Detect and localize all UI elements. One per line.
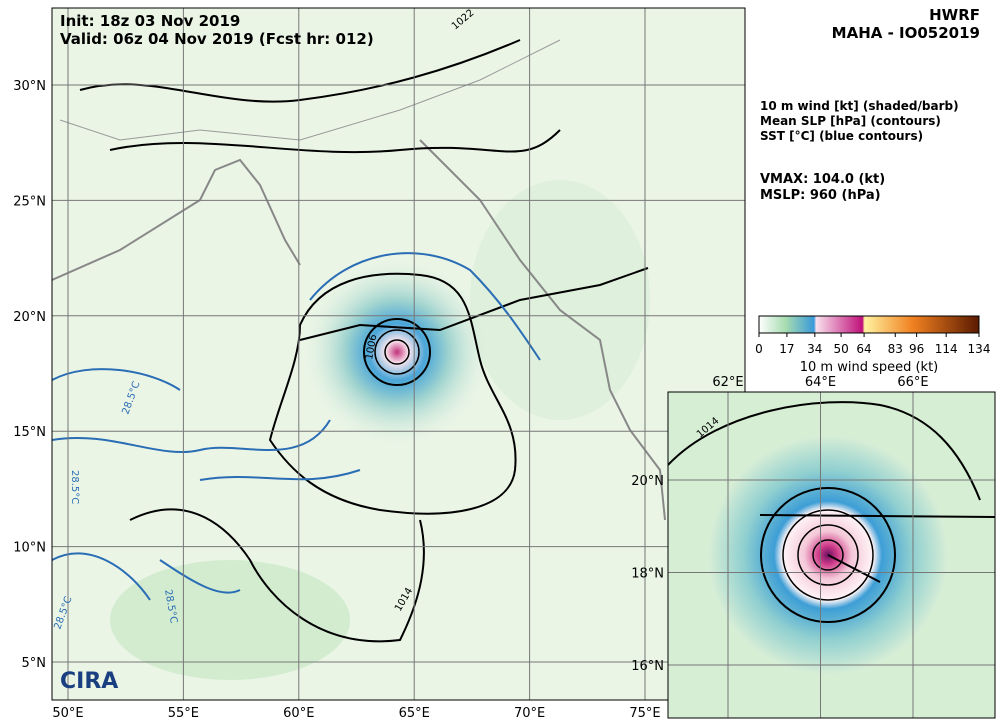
vmax: VMAX: 104.0 (kt) — [760, 172, 885, 187]
slp-contour — [759, 514, 995, 583]
colorbar-tick-label: 64 — [856, 342, 871, 356]
legend-line: Mean SLP [hPa] (contours) — [760, 114, 941, 128]
slp-contour — [268, 272, 517, 515]
colorbar-tick-label: 114 — [935, 342, 958, 356]
colorbar — [758, 315, 980, 334]
storm-wind — [302, 257, 492, 447]
logo: CIRA — [60, 669, 118, 694]
main-map — [52, 8, 745, 700]
inset-frame — [667, 391, 996, 719]
lon-label: 65°E — [399, 706, 430, 721]
mslp: MSLP: 960 (hPa) — [760, 188, 881, 203]
lon-label: 70°E — [514, 706, 545, 721]
slp-contour — [797, 524, 859, 586]
colorbar-ticks: 0 17 34 50 64 83 96 114 134 — [755, 333, 990, 356]
lon-label: 60°E — [283, 706, 314, 721]
slp-contour — [363, 318, 431, 386]
slp-contour — [299, 267, 649, 341]
valid-time: Valid: 06z 04 Nov 2019 (Fcst hr: 012) — [60, 30, 374, 48]
colorbar-tick-label: 50 — [833, 342, 848, 356]
legend-line: 10 m wind [kt] (shaded/barb) — [760, 99, 959, 113]
colorbar-tick-label: 34 — [807, 342, 822, 356]
sst-contour — [52, 252, 541, 601]
lat-label: 5°N — [22, 656, 47, 671]
contour-label: 28.5°C — [69, 470, 80, 504]
inset-grid — [668, 392, 995, 718]
slp-contour — [760, 487, 896, 623]
legend-line: SST [°C] (blue contours) — [760, 129, 923, 143]
lat-label: 30°N — [13, 79, 46, 94]
slp-contour — [374, 329, 420, 375]
colorbar-label: 10 m wind speed (kt) — [800, 360, 939, 375]
lon-label: 50°E — [52, 706, 83, 721]
lon-label: 75°E — [629, 706, 660, 721]
colorbar-tick-label: 134 — [968, 342, 991, 356]
border — [59, 39, 561, 141]
contour-label: 1006 — [364, 334, 379, 361]
lat-label: 25°N — [13, 194, 46, 209]
lon-label: 55°E — [168, 706, 199, 721]
wind-shading — [110, 560, 350, 680]
slp-contour — [782, 509, 874, 601]
grid — [52, 8, 745, 700]
colorbar-tick-label: 0 — [755, 342, 763, 356]
slp-contour — [668, 401, 981, 501]
colorbar-tick-label: 17 — [779, 342, 794, 356]
lat-label: 10°N — [13, 541, 46, 556]
inset-map — [668, 392, 995, 718]
inset-lon-label: 62°E — [712, 375, 743, 390]
init-time: Init: 18z 03 Nov 2019 — [60, 12, 240, 30]
colorbar-tick-label: 83 — [888, 342, 903, 356]
inset-lat-label: 18°N — [631, 567, 664, 582]
colorbar-tick-label: 96 — [909, 342, 924, 356]
legend: 10 m wind [kt] (shaded/barb)Mean SLP [hP… — [760, 99, 959, 143]
inset-lon-label: 66°E — [897, 375, 928, 390]
slp-contour — [109, 129, 561, 154]
coastline — [419, 139, 666, 521]
coastline — [52, 158, 301, 281]
storm-id: MAHA - IO052019 — [832, 24, 980, 42]
lat-label: 20°N — [13, 310, 46, 325]
slp-contour — [129, 508, 425, 643]
map-frame — [51, 7, 746, 701]
inset-lat-label: 20°N — [631, 474, 664, 489]
slp-contour — [384, 339, 410, 365]
model-name: HWRF — [929, 6, 980, 24]
slp-contour — [812, 539, 844, 571]
inset-lat-label: 16°N — [631, 659, 664, 674]
inset-lon-label: 64°E — [805, 375, 836, 390]
lat-label: 15°N — [13, 425, 46, 440]
